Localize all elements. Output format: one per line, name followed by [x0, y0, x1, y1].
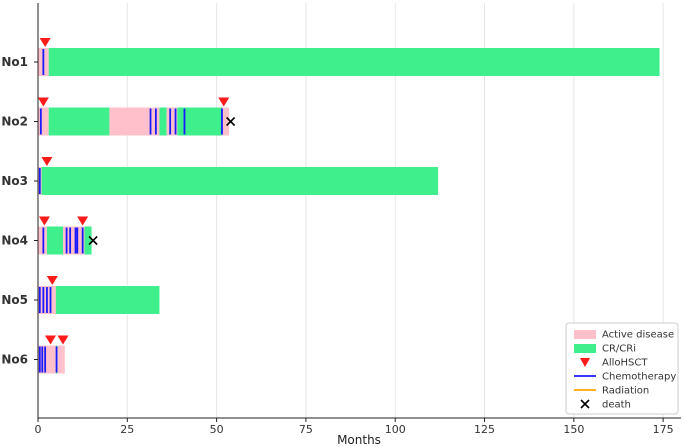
row-label: No6 — [1, 353, 28, 367]
death-marker — [88, 235, 98, 246]
legend-swatch-death — [580, 399, 590, 409]
legend-swatch-active — [574, 330, 596, 339]
legend: Active disease CR/CRi AlloHSCT Chemotherapy… — [565, 322, 679, 415]
x-tick-label: 0 — [35, 423, 42, 436]
death-stroke — [226, 116, 236, 127]
segment-active — [57, 345, 65, 374]
segment-active — [63, 226, 85, 255]
event-marks — [37, 38, 236, 373]
allohsct-marker — [41, 157, 53, 166]
segment-active — [221, 107, 230, 136]
segment-cr — [41, 167, 439, 195]
legend-label-chemo: Chemotherapy — [602, 372, 676, 383]
legend-x-stroke — [580, 399, 590, 409]
row-label: No4 — [1, 234, 28, 248]
axes: 0 25 50 75 100 125 150 175 No1 No2 No3 No4 No5 No6 — [1, 3, 681, 436]
allohsct-marker — [77, 216, 89, 226]
legend-label-active: Active disease — [602, 330, 674, 341]
legend-swatch-allo — [580, 358, 590, 367]
death-stroke — [88, 235, 98, 246]
x-tick-label: 75 — [299, 423, 313, 436]
x-tick-label: 125 — [474, 423, 495, 436]
x-tick-label: 100 — [385, 423, 406, 436]
segment-cr — [84, 226, 92, 255]
legend-swatch-cr — [574, 344, 596, 353]
x-axis-label: Months — [337, 433, 381, 447]
row-label: No1 — [1, 55, 28, 69]
legend-label-radiation: Radiation — [602, 386, 649, 397]
segment-active — [38, 107, 49, 136]
x-tick-label: 150 — [563, 423, 584, 436]
allohsct-marker — [46, 276, 58, 285]
allohsct-marker — [38, 216, 50, 226]
row-label: No3 — [1, 174, 28, 188]
row-label: No2 — [1, 115, 28, 129]
legend-label-cr: CR/CRi — [602, 344, 636, 355]
allohsct-marker — [37, 97, 49, 107]
legend-label-allo: AlloHSCT — [602, 358, 648, 369]
segment-active — [109, 107, 160, 136]
allohsct-marker — [218, 97, 230, 107]
allohsct-marker — [45, 335, 57, 345]
allohsct-marker — [57, 335, 69, 345]
row-label: No5 — [1, 293, 28, 307]
allohsct-marker — [39, 38, 51, 47]
x-tick-label: 175 — [653, 423, 674, 436]
segment-cr — [46, 226, 64, 255]
legend-label-death: death — [602, 400, 631, 411]
x-tick-label: 50 — [210, 423, 224, 436]
segment-cr — [159, 107, 167, 136]
death-marker — [226, 116, 236, 127]
segment-cr — [48, 48, 660, 76]
segment-active — [166, 107, 178, 136]
segment-cr — [48, 107, 110, 136]
segment-cr — [55, 286, 160, 314]
x-tick-label: 25 — [120, 423, 134, 436]
